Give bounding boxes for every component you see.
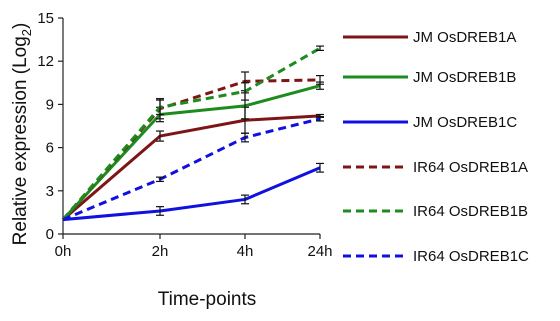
legend-item: JM OsDREB1A <box>343 29 516 46</box>
x-axis-title: Time-points <box>158 289 257 310</box>
legend-label: IR64 OsDREB1B <box>413 203 528 220</box>
series-line <box>62 114 321 221</box>
series-ir64-osdreb1b <box>61 45 324 221</box>
y-tick-label: 12 <box>37 53 54 70</box>
y-tick-label: 15 <box>37 10 54 27</box>
x-tick-label: 2h <box>152 243 169 260</box>
x-tick-label: 24h <box>307 243 332 260</box>
legend: JM OsDREB1A JM OsDREB1B JM OsDREB1C IR64 Os… <box>343 29 529 265</box>
y-axis-title-main: Relative expression (Log <box>10 36 31 245</box>
legend-item: JM OsDREB1B <box>343 69 516 86</box>
y-tick-label: 9 <box>46 96 54 113</box>
y-axis: 0 3 6 9 12 15 <box>37 10 64 243</box>
y-tick-label: 3 <box>46 183 54 200</box>
y-axis-title-subscript: 2 <box>19 29 34 36</box>
series-jm-osdreb1c <box>62 162 324 222</box>
legend-label: IR64 OsDREB1A <box>413 159 528 176</box>
y-tick-label: 6 <box>46 140 54 157</box>
series-line <box>61 84 321 221</box>
series-line <box>62 117 321 221</box>
series-ir64-osdreb1c <box>62 116 324 221</box>
legend-label: IR64 OsDREB1C <box>413 248 529 265</box>
x-axis: 0h 2h 4h 24h <box>55 233 333 260</box>
legend-label: JM OsDREB1B <box>413 69 516 86</box>
legend-label: JM OsDREB1C <box>413 114 517 131</box>
series-line <box>61 46 321 221</box>
series-line <box>62 166 321 222</box>
x-tick-label: 0h <box>55 243 72 260</box>
y-axis-title-close: ) <box>10 23 31 29</box>
y-axis-title: Relative expression (Log2) <box>10 23 34 246</box>
series-jm-osdreb1b <box>61 81 324 221</box>
legend-item: IR64 OsDREB1C <box>343 248 529 265</box>
y-tick-label: 0 <box>46 226 54 243</box>
x-tick-label: 4h <box>237 243 254 260</box>
legend-item: JM OsDREB1C <box>343 114 517 131</box>
legend-item: IR64 OsDREB1A <box>343 159 528 176</box>
series-layer <box>61 45 324 222</box>
series-line <box>61 78 321 221</box>
legend-label: JM OsDREB1A <box>413 29 516 46</box>
legend-item: IR64 OsDREB1B <box>343 203 528 220</box>
